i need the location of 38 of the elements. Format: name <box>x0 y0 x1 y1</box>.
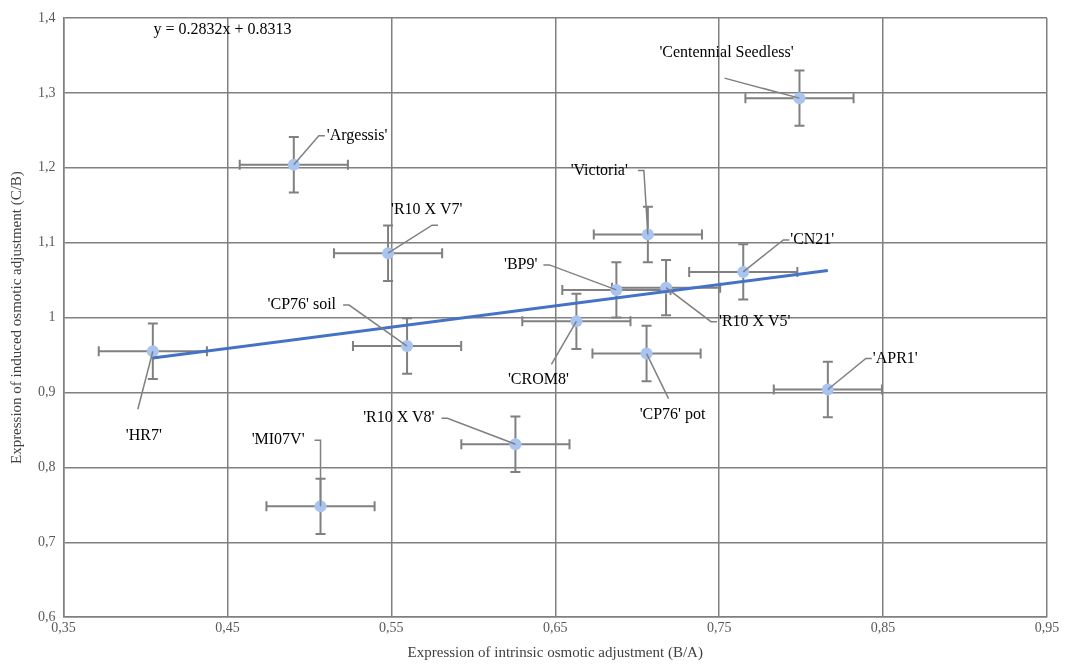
annotation: y = 0.2832x + 0.8313 <box>153 20 292 39</box>
y-tick-label: 1,2 <box>38 159 56 175</box>
y-tick-label: 1,1 <box>38 234 56 250</box>
x-tick-label: 0,55 <box>379 620 404 636</box>
point <box>737 265 750 278</box>
annotation: 'CN21' <box>790 230 835 248</box>
annotation: 'CROM8' <box>507 369 569 387</box>
x-tick-label: 0,35 <box>51 620 76 636</box>
x-tick-label: 0,65 <box>543 620 568 636</box>
point <box>382 247 395 260</box>
annotation: 'CP76' soil <box>267 295 337 313</box>
x-tick-label: 0,95 <box>1034 620 1060 636</box>
annotation: 'Centennial Seedless' <box>659 43 794 61</box>
annotation: 'APR1' <box>872 348 918 366</box>
point <box>401 340 414 353</box>
annotation: 'R10 X V8' <box>363 408 435 426</box>
annotation: 'Argessis' <box>326 126 388 145</box>
point <box>640 347 653 360</box>
x-tick-label: 0,75 <box>706 620 732 636</box>
y-axis-title: Expression of induced osmotic adjustment (C/B) <box>7 171 25 465</box>
y-tick-label: 1,4 <box>38 9 56 25</box>
point <box>314 500 327 513</box>
x-axis-title: Expression of intrinsic osmotic adjustment (B/A) <box>407 643 703 661</box>
y-tick-label: 1 <box>48 309 56 325</box>
annotation: 'MI07V' <box>251 429 305 447</box>
annotation: 'CP76' pot <box>639 404 706 423</box>
annotation: 'BP9' <box>504 255 538 273</box>
annotation: 'R10 X V5' <box>719 311 791 329</box>
annotation: 'R10 X V7' <box>391 200 463 218</box>
x-tick-label: 0,85 <box>870 620 896 636</box>
annotation: 'Victoria' <box>570 160 628 178</box>
y-tick-label: 1,3 <box>38 84 56 100</box>
y-tick-label: 0,8 <box>38 459 56 475</box>
y-tick-label: 0,7 <box>38 533 56 549</box>
x-tick-label: 0,45 <box>215 620 240 636</box>
y-tick-label: 0,9 <box>38 384 56 400</box>
point <box>641 228 654 241</box>
annotation: 'HR7' <box>125 425 162 443</box>
